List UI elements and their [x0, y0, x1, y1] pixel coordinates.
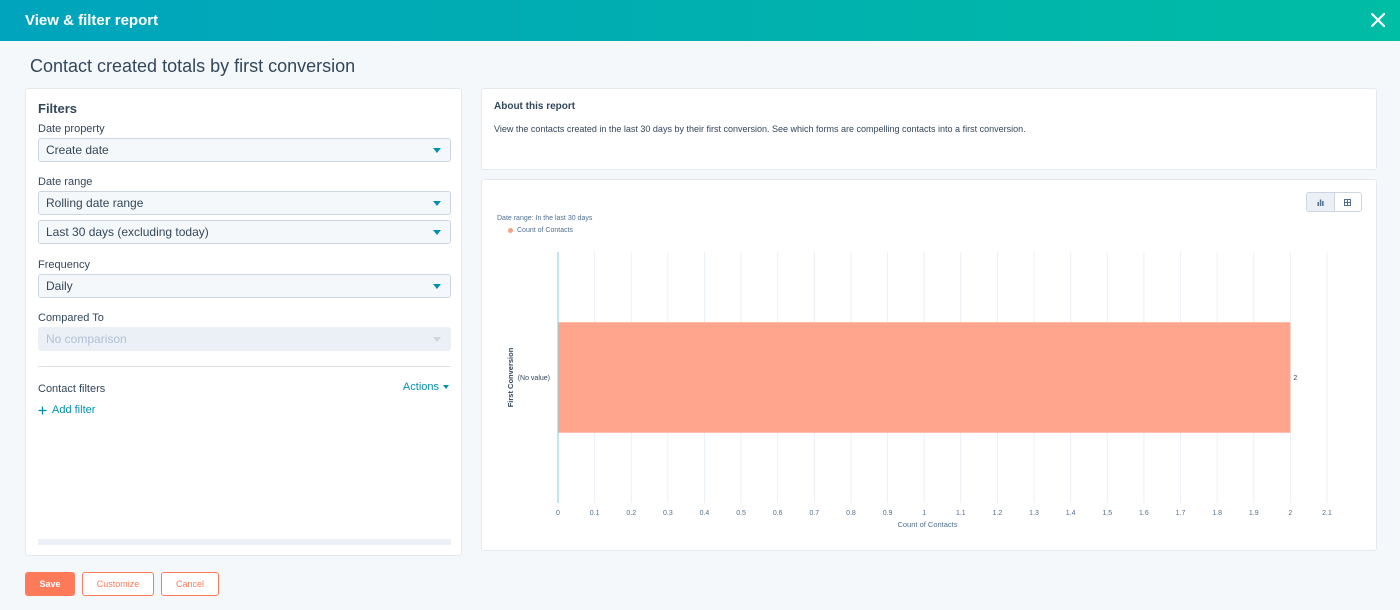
plus-icon [38, 406, 47, 414]
x-tick-label: 0.5 [736, 510, 746, 517]
x-tick-label: 1.3 [1029, 510, 1039, 517]
chevron-down-icon [443, 385, 449, 389]
bar-data-label: 2 [1293, 375, 1297, 382]
date-property-select[interactable]: Create date [38, 138, 451, 162]
chart-legend: Count of Contacts [508, 227, 573, 234]
about-heading: About this report [494, 101, 576, 112]
compared-to-select: No comparison [38, 327, 451, 351]
filters-divider [38, 366, 451, 367]
modal-title: View & filter report [25, 12, 159, 29]
chevron-down-icon [433, 148, 441, 153]
add-filter-link[interactable]: Add filter [38, 404, 95, 416]
y-category-label: (No value) [518, 375, 550, 382]
x-tick-label: 1.5 [1102, 510, 1112, 517]
contact-filters-label: Contact filters [38, 383, 106, 395]
chevron-down-icon [433, 230, 441, 235]
chevron-down-icon [433, 284, 441, 289]
chart-date-range: Date range: In the last 30 days [497, 215, 593, 222]
modal-header: View & filter report [0, 0, 1400, 41]
about-panel: About this report View the contacts crea… [481, 88, 1377, 170]
x-tick-label: 1.4 [1066, 510, 1076, 517]
date-property-value: Create date [46, 143, 109, 157]
x-tick-label: 0.2 [626, 510, 636, 517]
bar-chart-icon [1317, 199, 1324, 206]
x-tick-label: 0.7 [809, 510, 819, 517]
legend-swatch [508, 228, 513, 233]
x-tick-label: 2.1 [1322, 510, 1332, 517]
actions-dropdown[interactable]: Actions [403, 381, 449, 393]
y-axis-title: First Conversion [506, 347, 515, 407]
bar-chart-view-button[interactable] [1307, 193, 1335, 211]
x-axis-title: Count of Contacts [897, 520, 957, 529]
compared-to-label: Compared To [38, 312, 104, 324]
x-tick-label: 0.9 [883, 510, 893, 517]
frequency-label: Frequency [38, 259, 90, 271]
filters-heading: Filters [38, 101, 78, 116]
date-range-period-value: Last 30 days (excluding today) [46, 225, 209, 239]
legend-label: Count of Contacts [517, 227, 574, 234]
chevron-down-icon [433, 337, 441, 342]
page-title: Contact created totals by first conversi… [30, 56, 356, 76]
x-tick-label: 0.1 [590, 510, 600, 517]
chart-view-toggle [1306, 192, 1362, 212]
add-filter-label: Add filter [52, 404, 96, 416]
x-tick-label: 0.4 [700, 510, 710, 517]
close-icon[interactable] [1368, 10, 1388, 30]
compared-to-value: No comparison [46, 332, 127, 346]
date-property-label: Date property [38, 123, 105, 135]
x-tick-label: 0.3 [663, 510, 673, 517]
customize-button[interactable]: Customize [82, 572, 154, 596]
date-range-label: Date range [38, 176, 93, 188]
chevron-down-icon [433, 201, 441, 206]
frequency-value: Daily [46, 279, 73, 293]
x-tick-label: 1.7 [1176, 510, 1186, 517]
table-view-button[interactable] [1334, 193, 1361, 211]
x-tick-label: 1 [922, 510, 926, 517]
x-tick-label: 1.2 [993, 510, 1003, 517]
date-range-select[interactable]: Rolling date range [38, 191, 451, 215]
bar-chart: 0 0.1 0.2 0.3 0.4 0.5 0.6 0.7 0.8 0.9 1 1.1 1.2 1.3 1.… [506, 252, 1332, 529]
actions-label: Actions [402, 381, 439, 393]
scroll-fade [38, 539, 451, 545]
filters-panel: Filters Date property Create date Date r… [25, 88, 462, 556]
x-tick-label: 1.9 [1249, 510, 1259, 517]
save-button[interactable]: Save [25, 572, 75, 596]
x-tick-label: 0.8 [846, 510, 856, 517]
frequency-select[interactable]: Daily [38, 274, 451, 298]
x-tick-label: 0.6 [773, 510, 783, 517]
about-description: View the contacts created in the last 30… [494, 124, 1026, 134]
x-tick-label: 0 [556, 510, 560, 517]
table-icon [1344, 198, 1352, 206]
x-tick-label: 1.6 [1139, 510, 1149, 517]
chart-panel: Date range: In the last 30 days Count of… [481, 179, 1377, 551]
date-range-period-select[interactable]: Last 30 days (excluding today) [38, 220, 451, 244]
cancel-button[interactable]: Cancel [161, 572, 219, 596]
x-tick-label: 2 [1288, 510, 1292, 517]
x-tick-label: 1.8 [1212, 510, 1222, 517]
bar [558, 322, 1291, 433]
x-tick-label: 1.1 [956, 510, 966, 517]
date-range-value: Rolling date range [46, 196, 144, 210]
